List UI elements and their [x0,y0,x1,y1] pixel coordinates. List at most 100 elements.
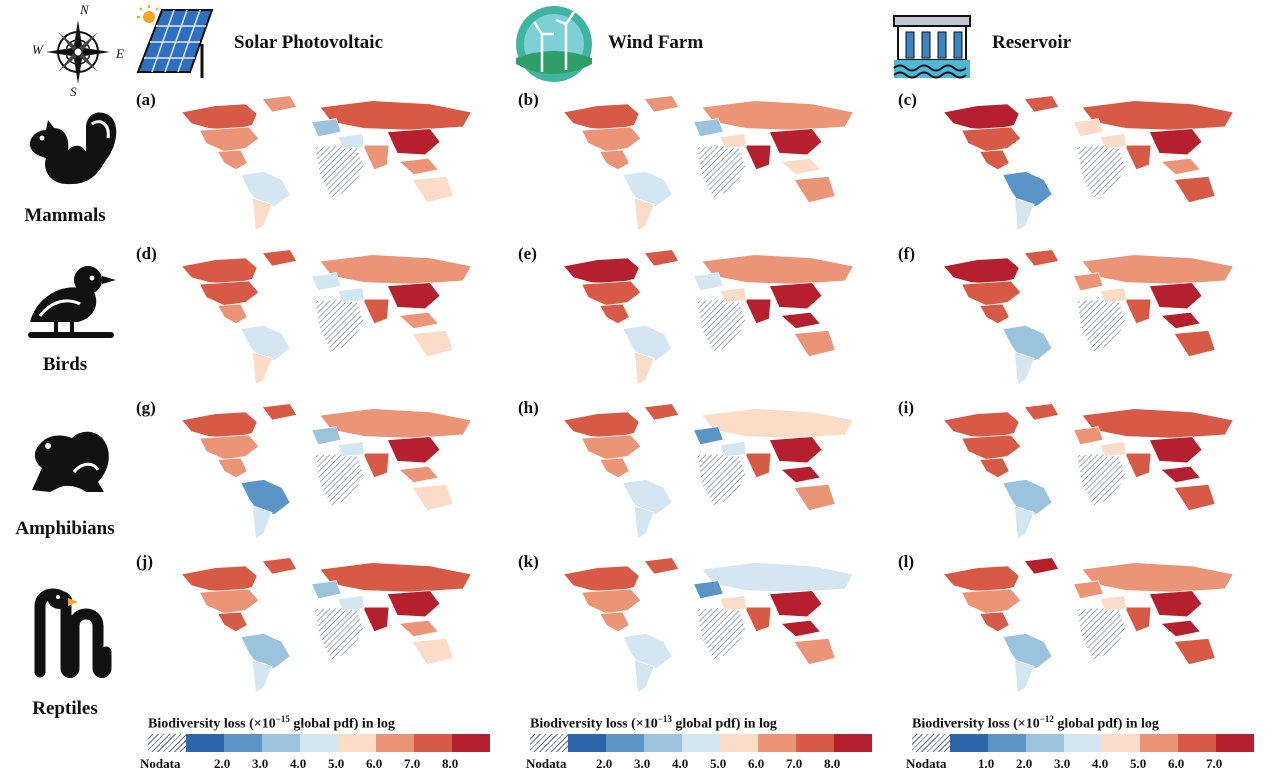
country-region [622,324,673,363]
country-region [633,505,655,540]
country-region [599,149,630,171]
panel-label: (d) [136,244,157,263]
country-region [198,126,260,153]
country-region [198,588,260,615]
snake-icon [20,582,120,686]
country-region [314,452,365,507]
swatch [950,734,988,752]
map-panel: (l) [896,552,1266,696]
country-region [180,103,258,131]
country-region [1002,324,1053,363]
swatch [1178,734,1216,752]
world-map [180,95,472,232]
country-region [960,280,1022,307]
country-region [362,144,390,171]
country-region [696,298,747,353]
country-region [411,175,454,204]
country-region [310,118,342,138]
swatch [338,734,376,752]
tick-label: 5.0 [1130,756,1147,771]
country-region [1124,298,1152,325]
nodata-label: Nodata [140,756,181,771]
swatch [376,734,414,752]
panel-label: (e) [518,244,537,263]
country-region [696,144,747,199]
country-region [1173,175,1216,204]
row-label-reptiles: Reptiles [32,698,98,719]
swatch [988,734,1026,752]
country-region [744,298,772,325]
country-region [701,562,854,593]
country-region [701,254,854,285]
country-region [1013,659,1035,694]
world-map [562,95,854,232]
country-region [643,403,680,421]
country-region [942,257,1020,285]
country-region [362,298,390,325]
country-region [599,303,630,325]
country-region [1148,282,1203,310]
legend-wind: Biodiversity loss (×10−13 global pdf) in… [526,714,890,771]
tick-label: 4.0 [1092,756,1109,771]
legend-colorbar [148,734,490,752]
country-region [217,303,248,325]
world-map [942,403,1234,540]
frog-icon [20,412,120,512]
country-region [719,441,747,457]
country-region [1159,311,1202,330]
swatch [568,734,606,752]
row-label-mammals: Mammals [24,205,106,226]
panel-label: (l) [898,552,915,571]
panel-label: (j) [136,552,153,571]
country-region [580,588,642,615]
column-title-reservoir: Reservoir [992,32,1072,53]
country-region [643,249,680,267]
country-region [198,280,260,307]
tick-label: 3.0 [252,756,269,771]
wind-turbine-icon [514,4,594,84]
world-map [180,557,472,694]
world-map [180,403,472,540]
map-panel: (c) [896,90,1266,234]
world-map [562,403,854,540]
country-region [1124,452,1152,479]
panel-label: (h) [518,398,539,417]
country-region [411,329,454,358]
country-region [1072,272,1104,292]
swatch [1140,734,1178,752]
solar-panel-icon [134,4,214,80]
squirrel-icon [20,104,120,204]
legend-title: Biodiversity loss (×10−13 global pdf) in… [530,714,777,732]
country-region [779,157,822,176]
country-region [411,637,454,666]
row-label-birds: Birds [42,354,88,375]
country-region [622,478,673,517]
country-region [1072,580,1104,600]
tick-label: 2.0 [1016,756,1033,771]
country-region [251,659,273,694]
panel-label: (f) [898,244,915,263]
country-region [942,103,1020,131]
country-region [1173,329,1216,358]
compass-n: N [80,2,89,17]
country-region [1076,144,1127,199]
country-region [1013,197,1035,232]
country-region [1148,128,1203,156]
tick-label: 4.0 [672,756,689,771]
map-panel: (i) [896,398,1266,542]
nodata-swatch [530,734,568,752]
tick-label: 7.0 [786,756,803,771]
country-region [362,452,390,479]
dam-icon [892,12,972,80]
world-map [942,249,1234,386]
country-region [599,611,630,633]
nodata-swatch [148,734,186,752]
country-region [261,403,298,421]
country-region [1072,118,1104,138]
map-panel: (a) [134,90,504,234]
country-region [261,557,298,575]
nodata-swatch [912,734,950,752]
country-region [793,329,836,358]
country-region [251,351,273,386]
country-region [1072,426,1104,446]
